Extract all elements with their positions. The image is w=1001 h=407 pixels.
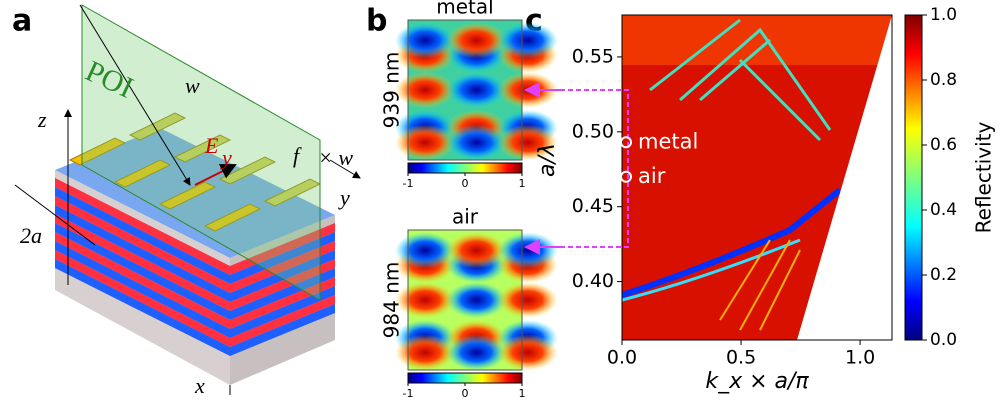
- label: y: [220, 145, 232, 170]
- field-lobe: [497, 232, 558, 269]
- map-title: metal: [436, 0, 493, 19]
- colorbar-tick-label: 0.2: [930, 265, 957, 285]
- arrow: [79, 4, 191, 186]
- field-lobe: [395, 72, 456, 108]
- label: f: [293, 143, 302, 168]
- label: E: [204, 133, 219, 158]
- mode-line: [719, 239, 801, 331]
- grating-bar: [68, 137, 127, 166]
- layer: [55, 241, 335, 338]
- field-lobe: [446, 334, 507, 371]
- mode-line: [649, 18, 832, 142]
- grating-bar: [128, 112, 187, 141]
- grating-bar: [173, 134, 232, 163]
- label: w: [185, 73, 200, 98]
- layer: [55, 187, 335, 284]
- tick-label: 1: [519, 387, 526, 400]
- x-axis-label: k_x × a/π: [705, 369, 809, 394]
- marker-label: air: [638, 164, 666, 188]
- field-lobe: [446, 72, 507, 108]
- axis: [329, 159, 361, 179]
- layer: [55, 196, 335, 293]
- colorbar-label: Reflectivity: [972, 122, 996, 234]
- panel-label: b: [366, 4, 387, 39]
- field-lobe: [446, 124, 507, 161]
- grating-bar: [158, 181, 217, 210]
- y-tick-label: 0.55: [572, 45, 614, 67]
- panel-label: a: [12, 4, 32, 39]
- map-colorbar: [407, 162, 523, 174]
- label: x: [194, 373, 205, 398]
- light-cone: [797, 15, 892, 340]
- field-lobe: [395, 124, 456, 161]
- field-lobe: [446, 232, 507, 269]
- y-tick-label: 0.50: [572, 120, 614, 142]
- colorbar-tick-label: 0.8: [930, 70, 957, 90]
- layer: [55, 214, 335, 311]
- schematic: POI w z E y f × w y 2a x: [14, 4, 361, 398]
- field-lobe: [446, 22, 507, 59]
- field-lobe: [395, 22, 456, 59]
- y-axis-label: a/λ: [535, 143, 560, 177]
- field-lobe: [497, 124, 558, 161]
- layer: [55, 178, 335, 275]
- label: 2a: [20, 223, 42, 248]
- colorbar-tick-label: 0.6: [930, 135, 957, 155]
- field-lobe: [497, 282, 558, 318]
- mode-line: [622, 187, 842, 298]
- field-lobe: [497, 334, 558, 371]
- poi-plane: [81, 4, 321, 301]
- x-tick-label: 0.5: [726, 347, 756, 369]
- layer: [55, 259, 335, 356]
- grating-bar: [113, 159, 172, 188]
- marker: [620, 136, 632, 149]
- tick-label: 0: [462, 177, 469, 190]
- layer: [55, 223, 335, 320]
- colorbar-tick-label: 0.0: [930, 330, 957, 350]
- grating-bar: [203, 203, 262, 232]
- layer: [55, 250, 335, 347]
- tick-label: -1: [403, 387, 414, 400]
- tick-label: 1: [519, 177, 526, 190]
- link: [528, 89, 629, 248]
- mode-line: [622, 238, 801, 302]
- field-lobe: [395, 334, 456, 371]
- layer: [55, 232, 335, 329]
- layer: [55, 205, 335, 302]
- x-tick-label: 0.0: [607, 347, 637, 369]
- field-lobe: [395, 282, 456, 318]
- label: × w: [318, 145, 353, 170]
- tick-label: -1: [403, 177, 414, 190]
- colorbar-tick-label: 1.0: [930, 5, 957, 25]
- map-title: air: [452, 205, 479, 229]
- colorbar: [904, 14, 923, 341]
- field-lobe: [497, 22, 558, 59]
- y-tick-label: 0.40: [572, 270, 614, 292]
- dim: [14, 184, 96, 246]
- tick-label: 0: [462, 387, 469, 400]
- map-frame: [407, 229, 523, 371]
- map-band: [622, 15, 892, 65]
- label: z: [37, 107, 47, 132]
- colorbar-tick-label: 0.4: [930, 200, 957, 220]
- reflectivity-map: 0.0 0.5 1.0 0.40 0.45 0.50 0.55 k_x × a/π a/λ met…: [524, 5, 996, 394]
- marker: [620, 170, 632, 183]
- label: y: [338, 185, 350, 210]
- map-colorbar: [407, 372, 523, 384]
- map-frame: [407, 19, 523, 161]
- field-arrow: [194, 164, 237, 186]
- x-tick-label: 1.0: [845, 347, 875, 369]
- y-tick-label: 0.45: [572, 195, 614, 217]
- field-lobe: [395, 232, 456, 269]
- field-lobe: [446, 282, 507, 318]
- marker-label: metal: [638, 129, 698, 153]
